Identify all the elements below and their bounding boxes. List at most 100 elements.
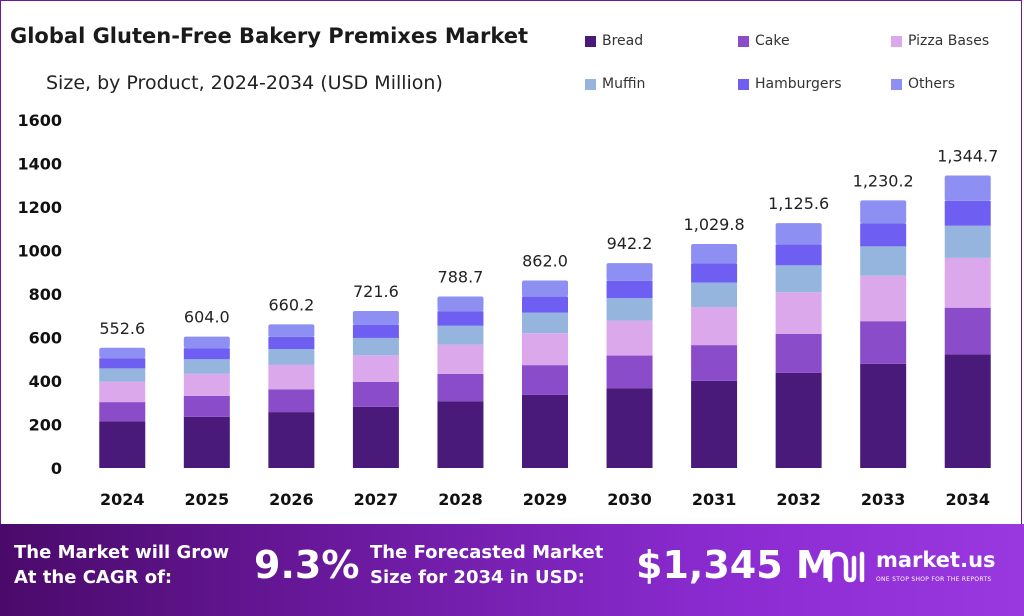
y-tick-label: 1400 xyxy=(17,155,62,174)
bar-segment-pizza-bases xyxy=(183,373,230,397)
legend: Bread Cake Pizza Bases Muffin Hamburgers… xyxy=(585,33,1015,95)
bar-segment-bread xyxy=(183,416,230,468)
bar-segment-others xyxy=(522,280,568,297)
legend-swatch-bread xyxy=(585,35,596,47)
x-tick-label: 2024 xyxy=(100,490,145,509)
legend-swatch-pizza-bases xyxy=(891,35,902,47)
bar-segment-pizza-bases xyxy=(691,307,738,346)
bar-segment-bread xyxy=(944,354,991,468)
bar-segment-pizza-bases xyxy=(522,333,568,366)
bar-segment-others xyxy=(183,336,230,349)
bar-segment-cake xyxy=(860,321,907,364)
bar-segment-cake xyxy=(99,402,146,422)
bar-segment-hamburgers xyxy=(268,336,315,350)
forecast-label-line1: The Forecasted Market xyxy=(370,542,604,563)
bar-segment-others xyxy=(691,244,738,264)
bar-segment-pizza-bases xyxy=(352,355,399,382)
bar-total-label: 1,230.2 xyxy=(853,171,914,190)
bar-total-label: 660.2 xyxy=(268,295,314,314)
legend-swatch-hamburgers xyxy=(738,78,749,90)
y-tick-label: 200 xyxy=(29,416,62,435)
y-tick-label: 600 xyxy=(29,329,62,348)
bar-segment-pizza-bases xyxy=(775,292,822,334)
bar-segment-cake xyxy=(691,345,738,381)
x-tick-label: 2026 xyxy=(269,490,314,509)
logo-tagline: ONE STOP SHOP FOR THE REPORTS xyxy=(876,576,992,583)
market-us-logo: market.us ONE STOP SHOP FOR THE REPORTS xyxy=(826,544,1016,594)
bar-segment-muffin xyxy=(268,349,315,365)
bar-segment-pizza-bases xyxy=(606,320,653,356)
bar-segment-muffin xyxy=(606,298,653,321)
y-tick-label: 0 xyxy=(51,459,62,478)
bar-segment-hamburgers xyxy=(606,280,653,299)
legend-item-hamburgers: Hamburgers xyxy=(738,76,842,92)
bar-segment-muffin xyxy=(860,246,907,276)
legend-label-hamburgers: Hamburgers xyxy=(755,76,842,92)
y-tick-label: 400 xyxy=(29,372,62,391)
forecast-label: The Forecasted Market Size for 2034 in U… xyxy=(370,540,603,590)
bar-segment-pizza-bases xyxy=(860,275,907,322)
legend-swatch-cake xyxy=(738,35,749,47)
bar-segment-muffin xyxy=(183,359,230,374)
bar-segment-hamburgers xyxy=(860,223,907,247)
bar-total-label: 1,344.7 xyxy=(937,147,998,166)
bar-segment-cake xyxy=(522,365,568,395)
bar-total-label: 862.0 xyxy=(522,252,568,271)
bar-total-label: 788.7 xyxy=(438,267,484,286)
bar-segment-muffin xyxy=(691,282,738,308)
bar-segment-muffin xyxy=(437,325,484,345)
legend-item-muffin: Muffin xyxy=(585,76,645,92)
y-tick-label: 1000 xyxy=(17,242,62,261)
bar-segment-cake xyxy=(268,389,315,413)
bar-segment-pizza-bases xyxy=(437,344,484,374)
bar-segment-bread xyxy=(775,372,822,468)
bar-segment-pizza-bases xyxy=(99,381,146,403)
stacked-bar-chart: 0 200 400 600 800 1000 1200 1400 1600 552.6 2024 60… xyxy=(17,111,998,509)
bar-segment-pizza-bases xyxy=(268,364,315,390)
bar-total-label: 1,029.8 xyxy=(684,215,745,234)
x-tick-label: 2027 xyxy=(354,490,399,509)
bar-segment-bread xyxy=(860,363,907,468)
bar-segment-pizza-bases xyxy=(944,257,991,308)
forecast-label-line2: Size for 2034 in USD: xyxy=(370,567,585,588)
chart-subtitle: Size, by Product, 2024-2034 (USD Million… xyxy=(46,72,443,94)
logo-name: market.us xyxy=(876,548,996,572)
x-tick-label: 2029 xyxy=(523,490,568,509)
y-tick-label: 800 xyxy=(29,285,62,304)
y-tick-label: 1200 xyxy=(17,198,62,217)
cagr-value: 9.3% xyxy=(254,543,360,587)
bar-total-label: 552.6 xyxy=(99,319,145,338)
cagr-label-line2: At the CAGR of: xyxy=(14,567,173,588)
bar-segment-bread xyxy=(522,394,568,468)
cagr-label: The Market will Grow At the CAGR of: xyxy=(14,540,229,590)
legend-item-cake: Cake xyxy=(738,33,790,49)
legend-item-others: Others xyxy=(891,76,955,92)
bar-segment-hamburgers xyxy=(99,358,146,369)
legend-item-pizza-bases: Pizza Bases xyxy=(891,33,989,49)
bar-total-label: 1,125.6 xyxy=(768,194,829,213)
bar-segment-bread xyxy=(691,380,738,468)
bar-segment-muffin xyxy=(775,265,822,293)
bar-segment-bread xyxy=(606,388,653,468)
bar-segment-bread xyxy=(99,421,146,468)
chart-title: Global Gluten-Free Bakery Premixes Marke… xyxy=(10,24,529,48)
y-tick-label: 1600 xyxy=(17,111,62,130)
bar-total-label: 604.0 xyxy=(184,308,230,327)
bar-segment-hamburgers xyxy=(522,296,568,313)
legend-swatch-muffin xyxy=(585,78,596,90)
x-tick-label: 2034 xyxy=(945,490,990,509)
bar-segment-others xyxy=(99,347,146,359)
x-tick-label: 2033 xyxy=(861,490,906,509)
x-tick-label: 2032 xyxy=(776,490,821,509)
bar-segment-cake xyxy=(352,381,399,407)
x-tick-label: 2028 xyxy=(438,490,483,509)
bar-segment-cake xyxy=(606,355,653,389)
bar-segment-hamburgers xyxy=(691,263,738,283)
bar-segment-others xyxy=(352,311,399,325)
bar-segment-others xyxy=(944,175,991,201)
legend-label-bread: Bread xyxy=(602,33,644,49)
bar-segment-bread xyxy=(437,401,484,468)
bar-segment-others xyxy=(860,200,907,224)
legend-label-pizza-bases: Pizza Bases xyxy=(908,33,990,49)
bar-segment-hamburgers xyxy=(352,324,399,338)
